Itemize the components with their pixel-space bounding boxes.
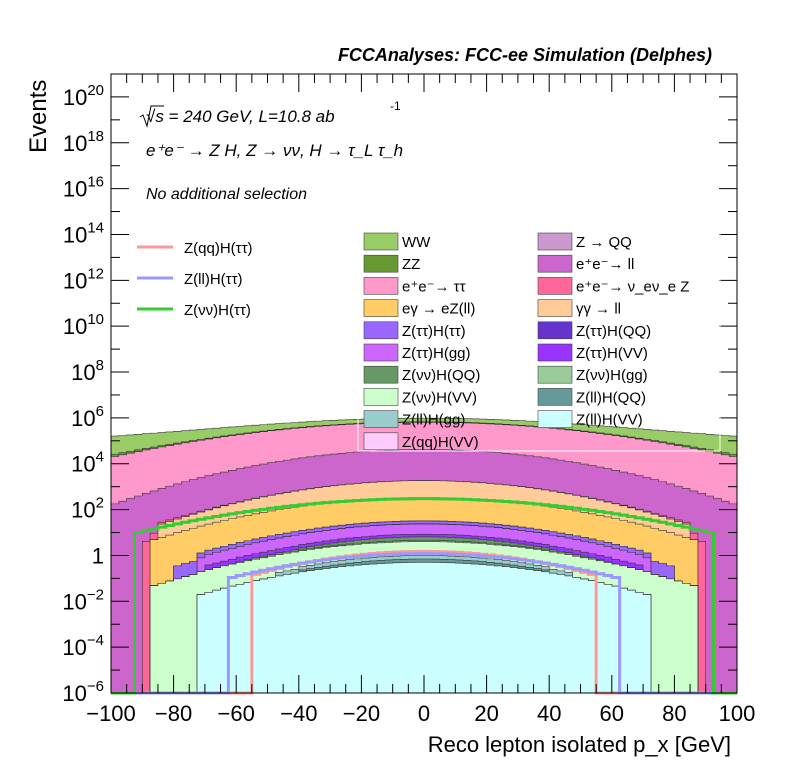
legend-swatch [537,365,573,384]
legend-label: eγ → eZ(ll) [402,301,475,318]
legend-label: ZZ [402,256,420,273]
line-z-ll-h- [111,552,737,695]
y-tick-label: 10−2 [62,586,104,614]
y-tick-label: 1 [92,543,104,568]
legend-swatch [537,321,573,340]
line-legend-label: Z(ll)H(ττ) [184,271,243,288]
x-axis: −100 −80 −60 −40 −20 0 20 40 60 80 100 [86,74,755,726]
legend-swatch [363,232,399,251]
x-tick-label: 40 [537,701,561,726]
x-tick-label: 0 [418,701,430,726]
chart-title: FCCAnalyses: FCC-ee Simulation (Delphes) [338,45,712,65]
x-tick-label: 20 [474,701,498,726]
process-annotation: e⁺e⁻ → Z H, Z → νν, H → τ_L τ_h [146,141,403,160]
legend-swatch [537,254,573,273]
y-tick-label: 104 [71,449,104,477]
y-axis-label: Events [25,80,52,153]
legend-label: Z(νν)H(VV) [402,389,477,406]
legend-box [357,228,721,452]
y-tick-label: 1016 [63,174,104,202]
y-tick-label: 102 [71,495,104,523]
legend-swatch [363,432,399,451]
x-tick-label: −60 [218,701,255,726]
line-legend: Z(qq)H(ττ) Z(ll)H(ττ) Z(νν)H(ττ) [137,240,253,319]
legend-swatch [363,365,399,384]
x-tick-label: 100 [719,701,756,726]
x-tick-label: 80 [662,701,686,726]
legend-label: e⁺e⁻→ ll [576,256,634,273]
legend-swatch [537,277,573,295]
legend-label: Z(ττ)H(VV) [576,345,648,362]
x-tick-label: −20 [343,701,380,726]
y-tick-label: 106 [71,403,104,431]
legend-label: WW [402,234,431,251]
x-tick-label: 60 [600,701,624,726]
legend-swatch [363,388,399,406]
legend-swatch [537,388,573,406]
legend-label: e⁺e⁻→ ττ [402,278,466,295]
legend: WW Z → QQ ZZ e⁺e⁻→ ll e⁺e⁻→ ττ e⁺e⁻→ ν_eν_e Z… [363,232,689,451]
legend-swatch [363,277,399,295]
line-legend-label: Z(νν)H(ττ) [184,302,251,319]
energy-annotation-sup: -1 [390,99,401,113]
legend-label: Z(ττ)H(QQ) [576,323,651,340]
x-tick-label: −40 [280,701,317,726]
legend-swatch [537,299,573,317]
x-tick-label: −80 [155,701,192,726]
y-tick-label: 1014 [63,219,104,247]
legend-label: Z(ττ)H(gg) [402,345,471,362]
legend-label: Z → QQ [576,234,632,251]
selection-annotation: No additional selection [146,186,307,203]
line-z-h- [111,497,737,695]
legend-label: e⁺e⁻→ ν_eν_e Z [576,278,689,295]
signal-lines [111,497,737,695]
stacked-histograms [110,417,738,694]
legend-swatch [537,232,573,251]
legend-swatch [363,321,399,340]
y-tick-label: 1020 [63,82,104,110]
legend-label: γγ → ll [576,301,621,318]
sqrt-sign [139,105,164,128]
line-legend-label: Z(qq)H(ττ) [184,240,253,257]
legend-label: Z(qq)H(VV) [402,434,479,451]
legend-label: Z(νν)H(gg) [576,367,648,384]
y-axis: 10−6 10−4 10−2 1 102 104 106 108 1010 1012 1014 101… [62,73,737,706]
y-tick-label: 10−4 [62,632,104,660]
y-tick-label: 1010 [63,311,104,339]
energy-annotation: √s = 240 GeV, L=10.8 ab [146,107,335,126]
legend-label: Z(ττ)H(ττ) [402,323,466,340]
y-tick-label: 10−6 [62,678,104,706]
legend-swatch [363,343,399,362]
legend-swatch [537,410,573,428]
legend-swatch [363,299,399,317]
legend-swatch [363,410,399,428]
x-tick-label: −100 [86,701,136,726]
legend-label: Z(ll)H(gg) [402,412,465,429]
y-tick-label: 1012 [63,265,104,293]
stack-z-ll-h-vv- [111,562,737,694]
legend-swatch [363,254,399,273]
x-axis-label: Reco lepton isolated p_x [GeV] [428,732,731,757]
legend-swatch [537,343,573,362]
y-tick-label: 1018 [63,128,104,156]
legend-label: Z(ll)H(QQ) [576,389,646,406]
y-tick-label: 108 [71,357,104,385]
legend-label: Z(ll)H(VV) [576,412,643,429]
legend-label: Z(νν)H(QQ) [402,367,480,384]
